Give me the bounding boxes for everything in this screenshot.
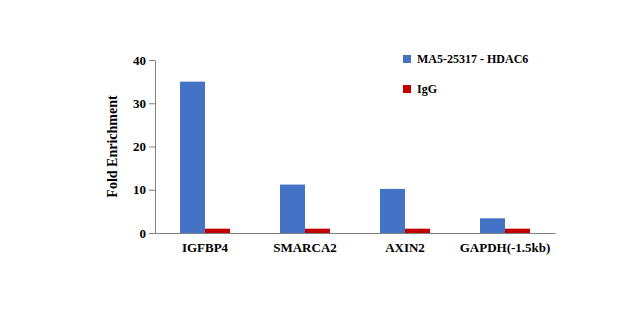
x-axis: IGFBP4 SMARCA2 AXIN2 GAPDH(-1.5kb)	[156, 233, 556, 255]
tick: 0	[140, 226, 156, 241]
tick: 40	[133, 53, 155, 68]
bar	[205, 229, 230, 233]
tick-label: SMARCA2	[273, 240, 337, 255]
bar	[280, 185, 305, 233]
tick: SMARCA2	[273, 233, 337, 255]
tick-label: 10	[133, 182, 146, 197]
tick-mark	[149, 60, 155, 61]
legend-swatch	[403, 55, 411, 63]
bar	[180, 82, 205, 233]
axis-line	[155, 61, 156, 234]
legend-label: MA5-25317 - HDAC6	[417, 52, 528, 66]
axis-line	[156, 233, 556, 234]
legend-item: IgG	[403, 82, 437, 96]
y-axis: 0 10 20 30 40	[133, 53, 156, 241]
legend: MA5-25317 - HDAC6 IgG	[403, 52, 528, 96]
tick-label: 20	[133, 139, 146, 154]
chart: 0 10 20 30 40 IGFBP4 SMARCA2 AXIN2 GAPDH(-1.5kb)…	[0, 0, 635, 325]
tick: 10	[133, 182, 155, 197]
tick: 30	[133, 96, 155, 111]
bar	[305, 229, 330, 233]
legend-swatch	[403, 85, 411, 93]
tick-label: AXIN2	[385, 240, 425, 255]
tick: IGFBP4	[182, 233, 229, 255]
tick-mark	[149, 233, 155, 234]
tick: GAPDH(-1.5kb)	[460, 233, 551, 255]
legend-label: IgG	[417, 82, 437, 96]
plot: 0 10 20 30 40 IGFBP4 SMARCA2 AXIN2 GAPDH(-1.5kb)	[133, 53, 556, 256]
tick-mark	[149, 147, 155, 148]
bar	[505, 229, 530, 233]
bar	[480, 218, 505, 233]
tick-label: IGFBP4	[182, 240, 229, 255]
tick: 20	[133, 139, 155, 154]
axis-title: Fold Enrichment	[105, 95, 120, 198]
tick-label: 0	[140, 226, 147, 241]
bar	[405, 229, 430, 233]
legend-item: MA5-25317 - HDAC6	[403, 52, 528, 66]
bars	[180, 82, 530, 233]
tick-label: 30	[133, 96, 146, 111]
tick-label: GAPDH(-1.5kb)	[460, 240, 551, 255]
tick: AXIN2	[385, 233, 425, 255]
tick-mark	[149, 190, 155, 191]
bar	[380, 189, 405, 233]
tick-mark	[149, 103, 155, 104]
tick-label: 40	[133, 53, 146, 68]
